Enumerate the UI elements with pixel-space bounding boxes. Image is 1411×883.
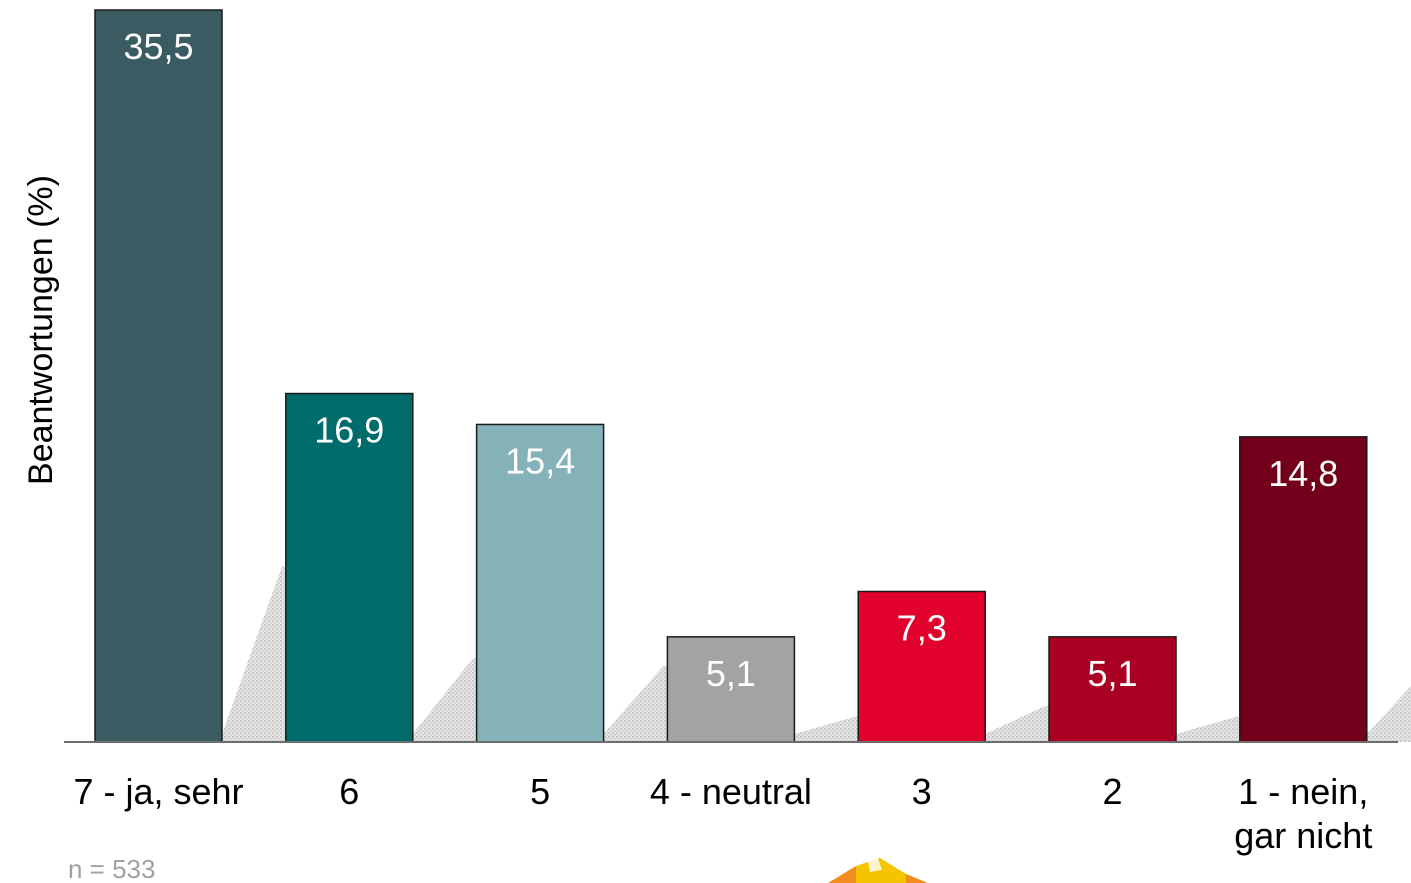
logo bbox=[828, 858, 928, 883]
bar-value-label: 5,1 bbox=[706, 653, 756, 694]
bar bbox=[475, 423, 605, 743]
bar bbox=[666, 636, 796, 743]
bar bbox=[1048, 636, 1177, 743]
sample-size-note: n = 533 bbox=[68, 854, 155, 883]
category-label: 5 bbox=[530, 771, 550, 812]
bar bbox=[1239, 436, 1368, 743]
category-label: 7 - ja, sehr bbox=[73, 771, 243, 812]
bar-shadow bbox=[1366, 685, 1411, 742]
category-label: 6 bbox=[339, 771, 359, 812]
category-label: 4 - neutral bbox=[650, 771, 812, 812]
category-label: 2 bbox=[1102, 771, 1122, 812]
value-labels: 35,5 16,9 15,4 5,1 7,3 5,1 14,8 bbox=[123, 26, 1338, 694]
y-axis-label: Beantwortungen (%) bbox=[22, 175, 60, 485]
bar-value-label: 16,9 bbox=[314, 410, 384, 451]
category-labels: 7 - ja, sehr 6 5 4 - neutral 3 2 1 - nein, gar … bbox=[73, 771, 1372, 856]
bars bbox=[94, 9, 1368, 743]
bar-value-label: 5,1 bbox=[1087, 653, 1137, 694]
category-label: 3 bbox=[912, 771, 932, 812]
bar bbox=[857, 590, 986, 743]
bar bbox=[94, 9, 223, 743]
bar-value-label: 14,8 bbox=[1268, 453, 1338, 494]
category-label: 1 - nein, gar nicht bbox=[1234, 771, 1372, 856]
bar-value-label: 15,4 bbox=[505, 440, 575, 481]
bar-value-label: 7,3 bbox=[897, 607, 947, 648]
bar-value-label: 35,5 bbox=[123, 26, 193, 67]
